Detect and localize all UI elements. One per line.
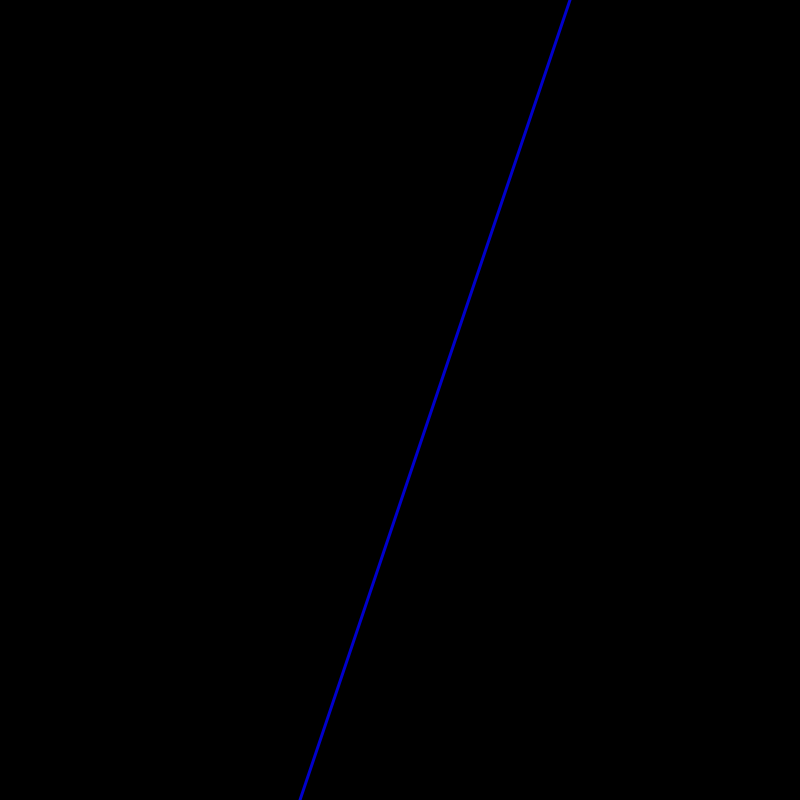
chart-background: [0, 0, 800, 800]
diagonal-line-chart: [0, 0, 800, 800]
